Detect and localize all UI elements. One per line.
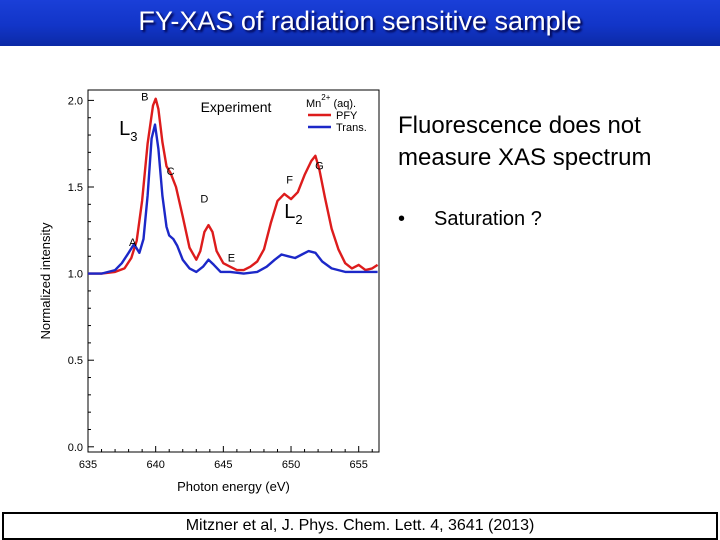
citation-box: Mitzner et al, J. Phys. Chem. Lett. 4, 3… [2, 512, 718, 540]
legend-header: Mn2+ (aq). [306, 93, 356, 110]
plot-frame [87, 89, 380, 453]
peak-label-f: F [286, 175, 293, 187]
body-text: Fluorescence does not measure XAS spectr… [398, 112, 652, 171]
edge-label-subscript: 2 [295, 212, 302, 227]
edge-label-l2: L2 [284, 201, 302, 227]
peak-label-b: B [141, 91, 148, 103]
edge-label-base: L [284, 201, 295, 223]
x-axis-label: Photon energy (eV) [177, 479, 290, 494]
x-tick-label: 645 [214, 459, 232, 471]
y-tick-label: 1.0 [68, 269, 83, 281]
edge-label-base: L [119, 118, 130, 140]
y-axis-label: Normalized intensity [38, 222, 53, 340]
x-tick-label: 655 [350, 459, 368, 471]
series-line-trans [88, 123, 378, 275]
slide-title: FY-XAS of radiation sensitive sample [138, 6, 582, 36]
legend-entry-trans: Trans. [336, 122, 367, 134]
peak-label-g: G [315, 161, 324, 173]
bullet-marker: • [398, 208, 406, 230]
x-tick-label: 635 [79, 459, 97, 471]
legend-header-base: Mn [306, 98, 321, 110]
x-tick-label: 650 [282, 459, 300, 471]
y-tick-label: 0.5 [68, 355, 83, 367]
bullet-text: Saturation ? [434, 208, 542, 230]
chart-ticks: 635 640 645 650 655 0.0 0.5 1.0 1.5 2.0 [68, 95, 373, 471]
peak-label-a: A [129, 237, 137, 249]
legend-header-suffix: (aq). [330, 98, 356, 110]
chart-series [88, 97, 379, 275]
title-bar: FY-XAS of radiation sensitive sample [0, 0, 720, 46]
legend-entry-pfy: PFY [336, 110, 358, 122]
peak-label-d: D [200, 194, 208, 206]
edge-label-subscript: 3 [130, 129, 137, 144]
chart-axes: Photon energy (eV) Normalized intensity Ex… [38, 89, 380, 494]
y-tick-label: 1.5 [68, 182, 83, 194]
peak-label-c: C [167, 166, 175, 178]
edge-label-l3: L3 [119, 118, 137, 144]
chart-title: Experiment [201, 99, 272, 115]
y-tick-label: 0.0 [68, 442, 83, 454]
series-line-pfy [88, 97, 379, 275]
y-tick-label: 2.0 [68, 95, 83, 107]
bullet-item: • Saturation ? [398, 208, 542, 231]
citation-text: Mitzner et al, J. Phys. Chem. Lett. 4, 3… [185, 517, 535, 534]
legend-header-superscript: 2+ [321, 93, 330, 102]
peak-label-e: E [228, 252, 235, 264]
x-tick-label: 640 [146, 459, 164, 471]
